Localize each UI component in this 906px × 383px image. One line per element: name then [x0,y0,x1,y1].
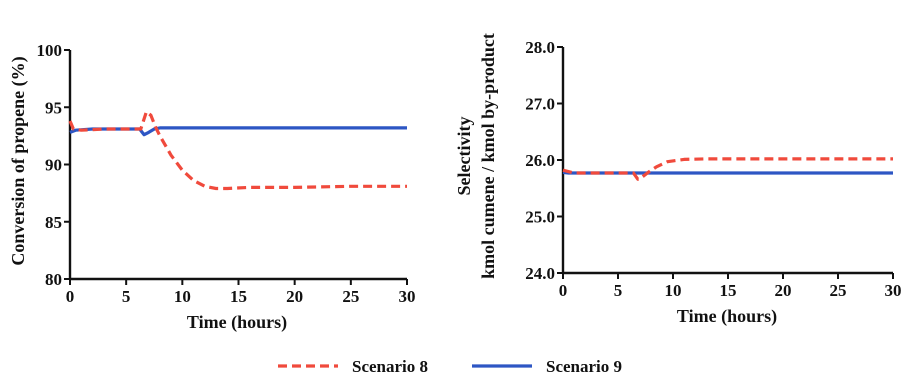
conversion-y-tick-label: 85 [45,213,62,232]
selectivity-chart: 24.0 25.0 26.0 27.0 28.0 0 5 10 15 20 25 30 Time (h… [454,33,902,327]
conversion-series-scenario-9 [69,126,407,137]
conversion-x-tick-label: 0 [66,287,75,306]
selectivity-x-tick-label: 25 [830,281,847,300]
selectivity-x-tick-label: 30 [885,281,902,300]
conversion-y-tick-label: 95 [45,98,62,117]
conversion-x-tick-label: 5 [122,287,131,306]
selectivity-x-tick-label: 10 [665,281,682,300]
conversion-series [68,110,407,191]
conversion-x-tick-label: 25 [342,287,359,306]
conversion-x-tick-label: 30 [399,287,416,306]
selectivity-y-tick-label: 25.0 [525,208,555,227]
conversion-y-tick-label: 100 [37,41,63,60]
conversion-y-axis-title: Conversion of propene (%) [8,56,29,265]
legend: Scenario 8 Scenario 9 [278,357,622,376]
selectivity-x-tick-label: 20 [775,281,792,300]
selectivity-y-axis-title-line2: kmol cumene / kmol by-product [478,33,498,279]
conversion-x-tick-label: 10 [174,287,191,306]
selectivity-tick-labels: 24.0 25.0 26.0 27.0 28.0 0 5 10 15 20 25 30 [525,38,901,300]
legend-label-scenario-8: Scenario 8 [352,357,428,376]
conversion-y-tick-label: 90 [45,156,62,175]
selectivity-x-tick-label: 5 [614,281,623,300]
selectivity-y-tick-label: 24.0 [525,264,555,283]
selectivity-x-tick-label: 0 [559,281,568,300]
conversion-y-tick-label: 80 [45,270,62,289]
selectivity-series-scenario-8 [562,157,893,181]
selectivity-x-tick-label: 15 [720,281,737,300]
conversion-series-scenario-8 [68,110,407,191]
conversion-tick-labels: 80 85 90 95 100 0 5 10 15 20 25 30 [37,41,416,306]
conversion-x-axis-title: Time (hours) [187,312,287,333]
selectivity-y-axis-title-line1: Selectivity [454,117,474,196]
selectivity-y-tick-label: 28.0 [525,38,555,57]
conversion-chart: 80 85 90 95 100 0 5 10 15 20 25 30 Time (hours) Con… [8,41,416,333]
conversion-x-tick-label: 15 [230,287,247,306]
legend-label-scenario-9: Scenario 9 [546,357,622,376]
selectivity-axes [557,46,894,279]
selectivity-series [562,157,893,181]
selectivity-y-tick-label: 26.0 [525,151,555,170]
conversion-axes [64,49,408,285]
selectivity-y-tick-label: 27.0 [525,95,555,114]
conversion-x-tick-label: 20 [286,287,303,306]
selectivity-x-axis-title: Time (hours) [677,306,777,327]
